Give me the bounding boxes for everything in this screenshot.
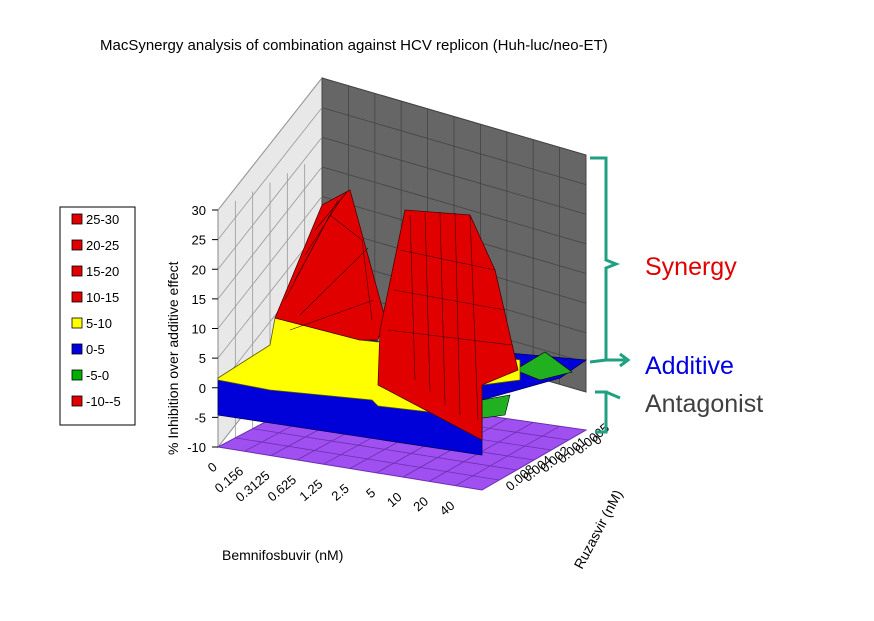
legend-swatch bbox=[71, 317, 83, 329]
z-tick-label: 10 bbox=[192, 322, 206, 337]
surface-mesh bbox=[284, 191, 513, 421]
annotation-additive: Additive bbox=[645, 352, 734, 380]
floor-gridline bbox=[235, 437, 500, 481]
legend-label: 25-30 bbox=[86, 212, 119, 227]
surface bbox=[217, 189, 588, 456]
floor-gridline bbox=[252, 428, 517, 471]
legend-swatch bbox=[71, 291, 83, 303]
y-axis-label: Ruzasvir (nM) bbox=[571, 487, 626, 571]
legend-swatch bbox=[71, 343, 83, 355]
z-tick-label: 15 bbox=[192, 292, 206, 307]
z-tick-label: -10 bbox=[187, 440, 206, 455]
x-tick-label: 20 bbox=[410, 493, 431, 514]
z-tick-label: 25 bbox=[192, 233, 206, 248]
z-tick-label: -5 bbox=[194, 410, 206, 425]
wall-gridline bbox=[217, 77, 323, 211]
legend-swatch bbox=[71, 265, 83, 277]
legend-swatch bbox=[71, 239, 83, 251]
annotation-synergy: Synergy bbox=[645, 253, 737, 281]
legend-swatch bbox=[71, 213, 83, 225]
legend-label: 20-25 bbox=[86, 238, 119, 253]
legend-label: 10-15 bbox=[86, 290, 119, 305]
x-tick-label: 10 bbox=[384, 489, 405, 510]
x-tick-label: 40 bbox=[437, 498, 458, 519]
legend-label: 5-10 bbox=[86, 316, 112, 331]
legend-label: 0-5 bbox=[86, 342, 105, 357]
chart-title: MacSynergy analysis of combination again… bbox=[100, 37, 608, 54]
x-tick-label: 1.25 bbox=[296, 476, 325, 504]
z-axis-label: % Inhibition over additive effect bbox=[165, 261, 181, 455]
legend: 25-30 20-25 15-20 10-15 5-10 0-5 -5-0 -10--5 bbox=[59, 206, 136, 426]
x-tick-label: 5 bbox=[363, 485, 378, 501]
legend-label: 15-20 bbox=[86, 264, 119, 279]
annotation-antagonist: Antagonist bbox=[645, 390, 763, 418]
z-tick-label: 5 bbox=[199, 351, 206, 366]
z-tick-label: 30 bbox=[192, 203, 206, 218]
annotation-bracket bbox=[589, 156, 631, 434]
x-tick-label: 2.5 bbox=[328, 481, 351, 504]
legend-swatch bbox=[71, 395, 83, 407]
legend-label: -10--5 bbox=[86, 394, 121, 409]
legend-label: -5-0 bbox=[86, 368, 109, 383]
surface-band-neg5-0 bbox=[514, 351, 573, 381]
legend-swatch bbox=[71, 369, 83, 381]
z-axis: 30 25 20 15 10 5 0 -5 -10 bbox=[187, 203, 218, 455]
x-tick-label: 0 bbox=[205, 459, 220, 475]
z-tick-label: 0 bbox=[199, 381, 206, 396]
x-axis-label: Bemnifosbuvir (nM) bbox=[222, 547, 343, 563]
z-tick-label: 20 bbox=[192, 262, 206, 277]
